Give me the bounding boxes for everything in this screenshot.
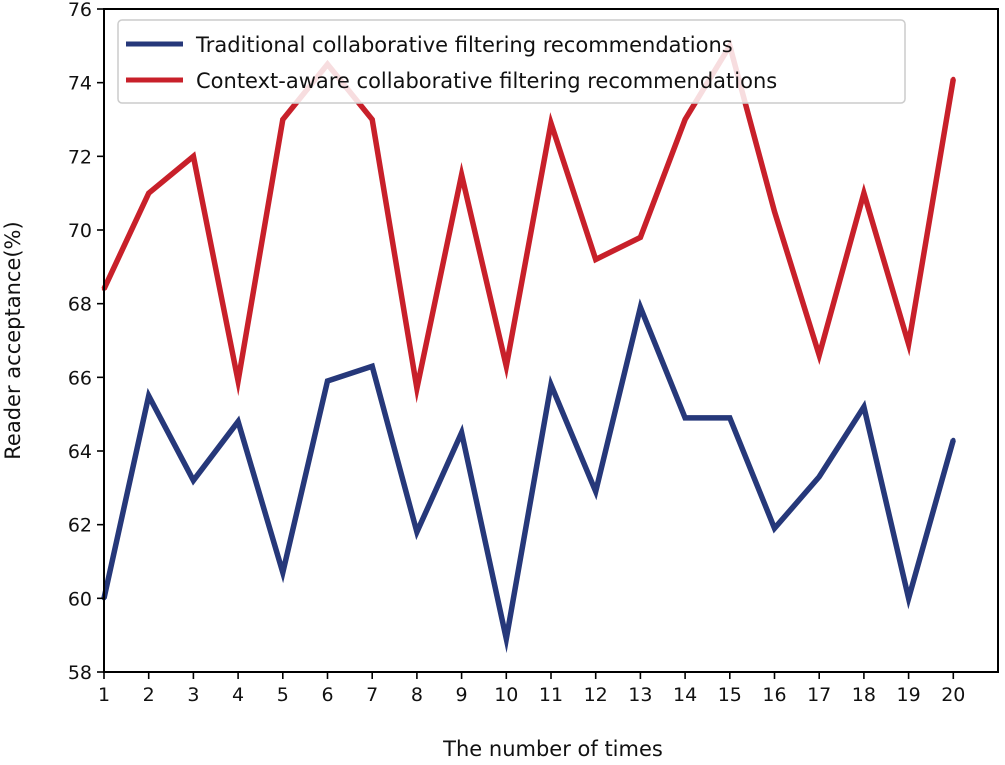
x-tick-label: 12 — [584, 684, 608, 706]
series-line-context-aware — [101, 38, 957, 404]
data-point — [817, 353, 822, 358]
data-point — [638, 305, 643, 310]
data-point — [414, 529, 420, 535]
data-point — [593, 489, 598, 494]
data-point — [861, 404, 867, 409]
y-tick-label: 66 — [68, 367, 92, 389]
x-tick-label: 5 — [277, 684, 289, 706]
series-lines — [101, 38, 957, 654]
data-point — [682, 415, 688, 421]
data-point — [906, 341, 911, 347]
y-tick-label: 68 — [68, 294, 92, 316]
data-point — [682, 117, 688, 122]
x-tick-label: 19 — [897, 684, 921, 706]
data-point — [817, 474, 822, 479]
y-tick-label: 60 — [68, 588, 92, 610]
y-axis-ticks: 58 60 62 64 66 68 70 72 74 76 — [68, 0, 104, 684]
data-point — [951, 76, 956, 82]
x-axis-ticks: 1 2 3 4 5 6 7 8 9 10 11 12 13 14 15 16 17 18 19 20 — [98, 672, 965, 706]
legend-label-traditional: Traditional collaborative filtering reco… — [195, 33, 733, 57]
data-point — [191, 478, 196, 483]
x-tick-label: 13 — [628, 684, 652, 706]
y-tick-label: 70 — [68, 220, 92, 242]
y-tick-label: 58 — [68, 662, 92, 684]
data-point — [906, 596, 911, 601]
legend-label-context-aware: Context-aware collaborative filtering re… — [196, 69, 777, 93]
data-point — [951, 437, 956, 443]
data-point — [772, 209, 777, 214]
x-axis-title: The number of times — [442, 737, 663, 761]
data-point — [146, 393, 151, 398]
x-tick-label: 11 — [539, 684, 563, 706]
data-point — [325, 378, 330, 384]
x-tick-label: 4 — [232, 684, 244, 706]
x-tick-label: 8 — [411, 684, 423, 706]
y-tick-label: 64 — [68, 441, 92, 463]
data-point — [548, 382, 554, 387]
data-point — [504, 364, 509, 369]
y-axis-title: Reader acceptance(%) — [1, 221, 25, 459]
series-line-traditional — [101, 298, 956, 654]
x-tick-label: 7 — [366, 684, 378, 706]
data-point — [861, 190, 867, 196]
y-tick-label: 74 — [68, 73, 92, 95]
x-tick-label: 3 — [187, 684, 199, 706]
data-point — [370, 364, 375, 369]
data-point — [772, 526, 777, 531]
x-tick-label: 17 — [807, 684, 831, 706]
x-tick-label: 2 — [143, 684, 155, 706]
data-point — [370, 117, 375, 122]
x-tick-label: 16 — [762, 684, 786, 706]
x-tick-label: 10 — [494, 684, 518, 706]
data-point — [459, 430, 464, 435]
data-point — [235, 378, 241, 384]
y-tick-label: 72 — [68, 146, 92, 168]
data-point — [504, 636, 509, 642]
legend-box — [117, 19, 906, 104]
y-tick-label: 62 — [68, 515, 92, 537]
x-tick-label: 20 — [941, 684, 965, 706]
x-tick-label: 1 — [98, 684, 110, 706]
data-point — [593, 257, 598, 262]
data-point — [414, 386, 420, 391]
x-tick-label: 18 — [852, 684, 876, 706]
x-tick-label: 9 — [456, 684, 468, 706]
series-points — [101, 305, 956, 642]
data-point — [191, 154, 196, 159]
x-tick-label: 15 — [718, 684, 742, 706]
data-point — [548, 120, 554, 126]
legend: Traditional collaborative filtering reco… — [117, 19, 906, 104]
data-point — [280, 117, 285, 122]
data-point — [146, 190, 151, 196]
data-point — [638, 235, 643, 240]
data-point — [235, 419, 241, 424]
y-tick-label: 76 — [68, 0, 92, 21]
data-point — [280, 570, 285, 575]
x-tick-label: 14 — [673, 684, 697, 706]
plot-frame — [103, 8, 999, 673]
data-point — [459, 172, 464, 177]
data-point — [727, 415, 732, 421]
x-tick-label: 6 — [321, 684, 333, 706]
